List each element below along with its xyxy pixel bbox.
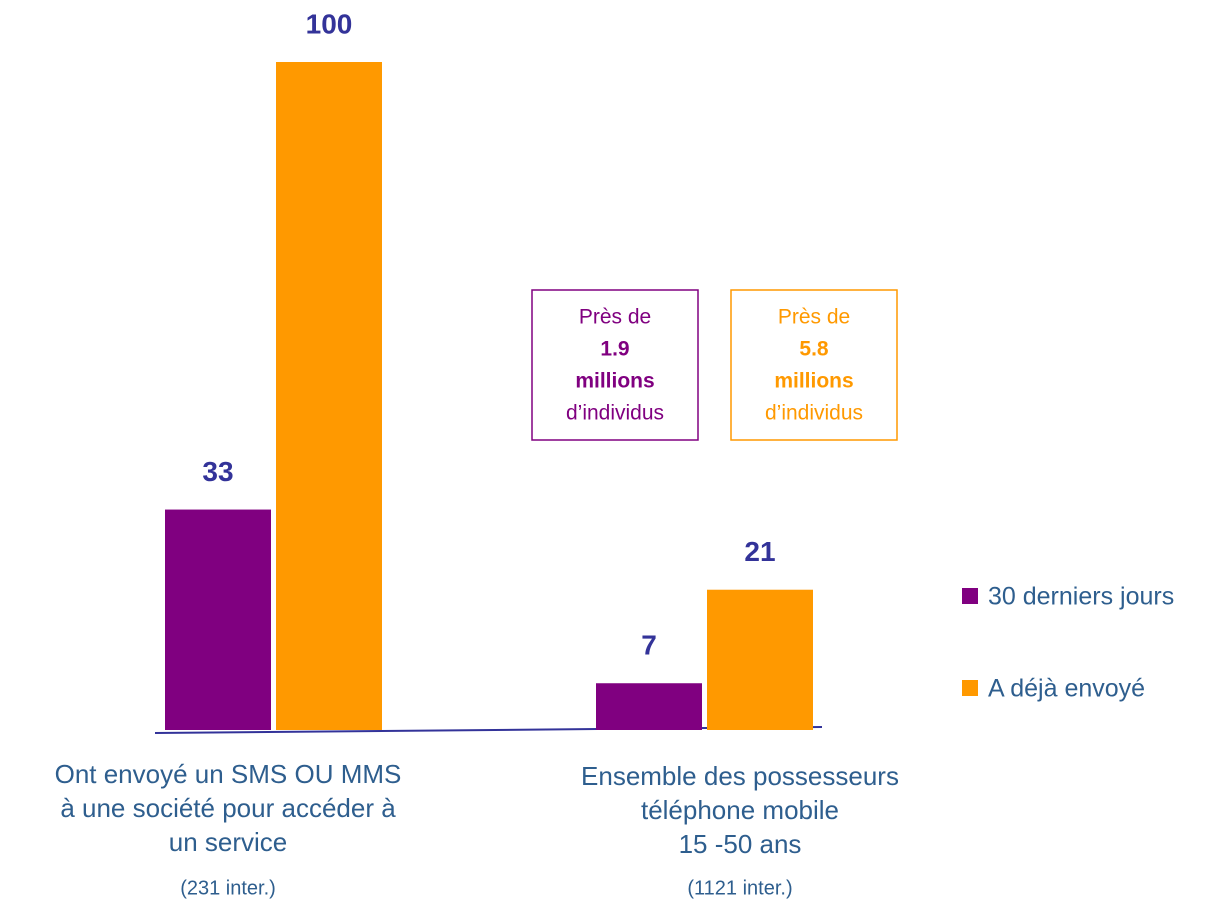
legend-label: 30 derniers jours <box>988 583 1174 611</box>
annotation-text: Près de <box>579 306 651 329</box>
bar <box>707 589 813 730</box>
bar <box>276 62 382 730</box>
legend-swatch <box>962 680 978 696</box>
value-label: 100 <box>306 8 353 39</box>
category-label: téléphone mobile <box>641 795 839 825</box>
annotation-box <box>531 289 699 441</box>
category-label: un service <box>169 827 288 857</box>
category-note: (1121 inter.) <box>687 877 792 899</box>
bar <box>165 509 271 730</box>
bar <box>596 683 702 730</box>
annotation-text: 1.9 <box>600 338 629 361</box>
value-label: 33 <box>202 456 233 487</box>
annotation-text: millions <box>575 370 654 393</box>
annotation-text: d’individus <box>566 402 664 425</box>
category-note: (231 inter.) <box>180 877 276 899</box>
legend-label: A déjà envoyé <box>988 675 1145 703</box>
annotation-box <box>730 289 898 441</box>
value-label: 21 <box>744 536 775 567</box>
value-label: 7 <box>641 630 657 661</box>
annotation-text: Près de <box>778 306 850 329</box>
annotation-text: millions <box>774 370 853 393</box>
category-label: 15 -50 ans <box>679 829 802 859</box>
category-label: à une société pour accéder à <box>60 793 396 823</box>
category-label: Ont envoyé un SMS OU MMS <box>55 759 402 789</box>
category-label: Ensemble des possesseurs <box>581 761 899 791</box>
annotation-text: d’individus <box>765 402 863 425</box>
legend-swatch <box>962 588 978 604</box>
annotation-text: 5.8 <box>799 338 829 361</box>
